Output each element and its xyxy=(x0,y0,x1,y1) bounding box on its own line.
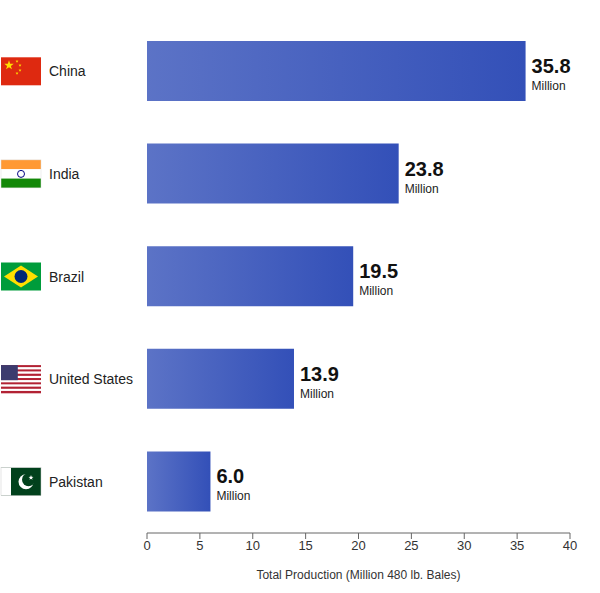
svg-text:35.8: 35.8 xyxy=(532,55,571,77)
svg-text:Pakistan: Pakistan xyxy=(49,474,103,490)
svg-text:13.9: 13.9 xyxy=(300,363,339,385)
svg-text:35: 35 xyxy=(510,538,524,553)
svg-text:23.8: 23.8 xyxy=(405,158,444,180)
svg-text:Million: Million xyxy=(300,387,334,401)
svg-text:Million: Million xyxy=(405,182,439,196)
svg-text:6.0: 6.0 xyxy=(216,465,244,487)
svg-text:40: 40 xyxy=(563,538,577,553)
svg-text:Million: Million xyxy=(216,489,250,503)
svg-text:India: India xyxy=(49,166,80,182)
svg-text:20: 20 xyxy=(351,538,365,553)
svg-text:15: 15 xyxy=(298,538,312,553)
svg-text:United States: United States xyxy=(49,371,133,387)
svg-text:30: 30 xyxy=(457,538,471,553)
svg-text:Million: Million xyxy=(359,284,393,298)
svg-text:25: 25 xyxy=(404,538,418,553)
svg-text:19.5: 19.5 xyxy=(359,260,398,282)
svg-text:5: 5 xyxy=(196,538,203,553)
svg-text:Brazil: Brazil xyxy=(49,269,84,285)
svg-text:Million: Million xyxy=(532,79,566,93)
svg-text:0: 0 xyxy=(143,538,150,553)
svg-text:10: 10 xyxy=(246,538,260,553)
svg-text:Total Production (Million 480: Total Production (Million 480 lb. Bales) xyxy=(256,568,460,582)
svg-text:China: China xyxy=(49,63,86,79)
